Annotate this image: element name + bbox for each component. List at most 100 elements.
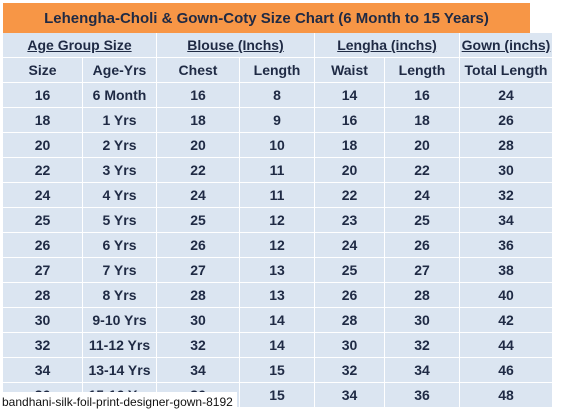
- table-cell: 34: [315, 383, 385, 408]
- table-cell: 13: [240, 258, 315, 283]
- table-cell: 10: [240, 133, 315, 158]
- table-cell: 16: [315, 108, 385, 133]
- table-cell: 6 Yrs: [83, 233, 157, 258]
- column-header: Total Length: [460, 58, 553, 83]
- table-cell: 25: [157, 208, 240, 233]
- table-cell: 16: [3, 83, 83, 108]
- table-cell: 6 Month: [83, 83, 157, 108]
- table-cell: 15: [240, 358, 315, 383]
- table-cell: 14: [315, 83, 385, 108]
- table-cell: 12: [240, 233, 315, 258]
- table-cell: 26: [315, 283, 385, 308]
- table-cell: 9-10 Yrs: [83, 308, 157, 333]
- table-cell: 27: [157, 258, 240, 283]
- table-cell: 26: [3, 233, 83, 258]
- table-cell: 24: [3, 183, 83, 208]
- table-cell: 40: [460, 283, 553, 308]
- group-header: Gown (inchs): [460, 33, 553, 58]
- table-cell: 18: [157, 108, 240, 133]
- table-cell: 25: [385, 208, 460, 233]
- group-header: Lengha (inchs): [315, 33, 460, 58]
- table-cell: 34: [385, 358, 460, 383]
- table-cell: 18: [3, 108, 83, 133]
- table-cell: 26: [385, 233, 460, 258]
- table-cell: 8 Yrs: [83, 283, 157, 308]
- table-cell: 34: [460, 208, 553, 233]
- table-cell: 24: [460, 83, 553, 108]
- table-cell: 22: [385, 158, 460, 183]
- caption: bandhani-silk-foil-print-designer-gown-8…: [0, 392, 237, 412]
- table-cell: 13: [240, 283, 315, 308]
- table-cell: 3 Yrs: [83, 158, 157, 183]
- column-header: Length: [385, 58, 460, 83]
- table-cell: 24: [157, 183, 240, 208]
- table-cell: 11: [240, 183, 315, 208]
- table-cell: 25: [3, 208, 83, 233]
- table-cell: 15: [240, 383, 315, 408]
- table-cell: 14: [240, 333, 315, 358]
- table-cell: 34: [3, 358, 83, 383]
- column-header: Length: [240, 58, 315, 83]
- table-cell: 22: [3, 158, 83, 183]
- table-cell: 30: [3, 308, 83, 333]
- table-cell: 24: [315, 233, 385, 258]
- table-cell: 48: [460, 383, 553, 408]
- table-cell: 16: [157, 83, 240, 108]
- table-cell: 12: [240, 208, 315, 233]
- table-cell: 38: [460, 258, 553, 283]
- column-header: Size: [3, 58, 83, 83]
- table-cell: 32: [3, 333, 83, 358]
- table-cell: 11-12 Yrs: [83, 333, 157, 358]
- table-cell: 18: [385, 108, 460, 133]
- table-cell: 7 Yrs: [83, 258, 157, 283]
- table-cell: 16: [385, 83, 460, 108]
- column-header: Chest: [157, 58, 240, 83]
- table-cell: 28: [157, 283, 240, 308]
- table-cell: 28: [460, 133, 553, 158]
- table-cell: 23: [315, 208, 385, 233]
- table-cell: 11: [240, 158, 315, 183]
- table-cell: 32: [385, 333, 460, 358]
- group-header: Blouse (Inchs): [157, 33, 315, 58]
- table-cell: 32: [157, 333, 240, 358]
- table-cell: 26: [460, 108, 553, 133]
- table-cell: 30: [157, 308, 240, 333]
- table-cell: 20: [3, 133, 83, 158]
- table-cell: 2 Yrs: [83, 133, 157, 158]
- table-cell: 32: [315, 358, 385, 383]
- title: Lehengha-Choli & Gown-Coty Size Chart (6…: [3, 3, 530, 33]
- table-cell: 20: [315, 158, 385, 183]
- table-cell: 42: [460, 308, 553, 333]
- table-cell: 8: [240, 83, 315, 108]
- table-cell: 22: [157, 158, 240, 183]
- table-cell: 46: [460, 358, 553, 383]
- table-cell: 26: [157, 233, 240, 258]
- table-cell: 32: [460, 183, 553, 208]
- group-header: Age Group Size: [3, 33, 157, 58]
- column-header: Age-Yrs: [83, 58, 157, 83]
- table-cell: 20: [385, 133, 460, 158]
- table-cell: 30: [460, 158, 553, 183]
- table-cell: 1 Yrs: [83, 108, 157, 133]
- table-cell: 30: [315, 333, 385, 358]
- table-cell: 9: [240, 108, 315, 133]
- table-cell: 5 Yrs: [83, 208, 157, 233]
- table-cell: 14: [240, 308, 315, 333]
- table-cell: 24: [385, 183, 460, 208]
- table-cell: 44: [460, 333, 553, 358]
- table-cell: 13-14 Yrs: [83, 358, 157, 383]
- table-cell: 18: [315, 133, 385, 158]
- table-cell: 36: [460, 233, 553, 258]
- table-cell: 20: [157, 133, 240, 158]
- table-cell: 4 Yrs: [83, 183, 157, 208]
- table-cell: 36: [385, 383, 460, 408]
- table-cell: 28: [385, 283, 460, 308]
- column-header: Waist: [315, 58, 385, 83]
- table-cell: 27: [3, 258, 83, 283]
- table-cell: 28: [3, 283, 83, 308]
- table-cell: 25: [315, 258, 385, 283]
- table-cell: 30: [385, 308, 460, 333]
- table-cell: 34: [157, 358, 240, 383]
- table-cell: 22: [315, 183, 385, 208]
